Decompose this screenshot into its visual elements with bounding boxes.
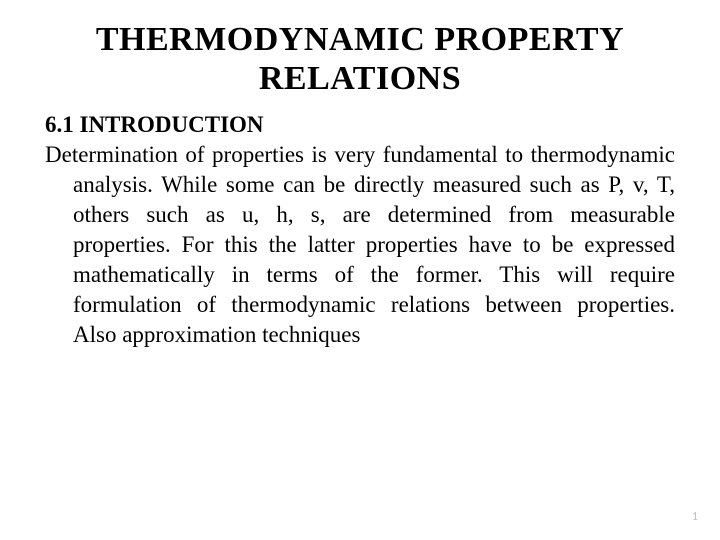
page-number: 1 xyxy=(692,510,698,524)
body-paragraph: Determination of properties is very fund… xyxy=(45,140,675,349)
section-heading: 6.1 INTRODUCTION xyxy=(45,112,675,138)
slide-title: THERMODYNAMIC PROPERTY RELATIONS xyxy=(45,20,675,98)
